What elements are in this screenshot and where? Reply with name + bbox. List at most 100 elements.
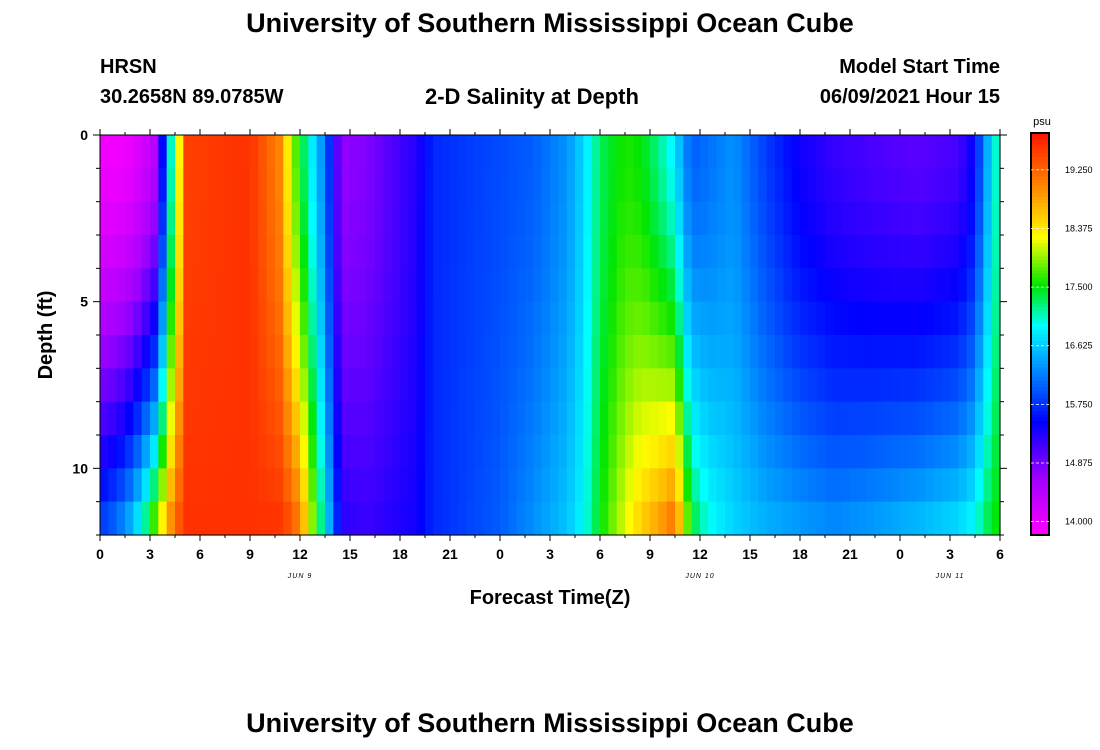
heatmap-cell <box>800 368 809 403</box>
heatmap-cell <box>175 401 184 436</box>
heatmap-cell <box>616 301 626 336</box>
heatmap-cell <box>233 401 243 436</box>
heatmap-cell <box>633 335 643 369</box>
heatmap-cell <box>141 301 151 336</box>
heatmap-cell <box>741 268 751 303</box>
heatmap-cell <box>716 435 726 469</box>
heatmap-cell <box>150 468 159 503</box>
heatmap-cell <box>316 435 326 469</box>
heatmap-cell <box>508 335 518 369</box>
heatmap-cell <box>158 201 168 236</box>
heatmap-cell <box>683 268 693 303</box>
heatmap-cell <box>241 368 251 403</box>
heatmap-cell <box>641 335 651 369</box>
heatmap-cell <box>725 168 734 203</box>
heatmap-cell <box>708 168 718 203</box>
colorbar-tick-label: 17.500 <box>1065 282 1093 292</box>
heatmap-cell <box>266 268 276 303</box>
heatmap-cell <box>408 435 418 469</box>
heatmap-cell <box>650 468 659 503</box>
colorbar-segment <box>1031 484 1049 489</box>
heatmap-cell <box>600 301 609 336</box>
heatmap-cell <box>133 401 143 436</box>
heatmap-cell <box>941 301 951 336</box>
heatmap-cell <box>158 501 168 536</box>
colorbar-segment <box>1031 246 1049 251</box>
heatmap-cell <box>600 501 609 536</box>
heatmap-cell <box>816 135 826 169</box>
heatmap-cell <box>983 268 993 303</box>
heatmap-cell <box>641 268 651 303</box>
heatmap-cell <box>266 168 276 203</box>
heatmap-cell <box>908 401 918 436</box>
heatmap-cell <box>416 401 426 436</box>
heatmap-cell <box>191 135 201 169</box>
heatmap-cell <box>700 368 709 403</box>
heatmap-cell <box>216 401 226 436</box>
heatmap-cell <box>766 168 776 203</box>
heatmap-cell <box>691 468 701 503</box>
colorbar-segment <box>1031 283 1049 288</box>
heatmap-cell <box>925 235 934 269</box>
heatmap-cell <box>750 201 759 236</box>
heatmap-cell <box>758 401 768 436</box>
heatmap-cell <box>891 235 901 269</box>
heatmap-cell <box>908 335 918 369</box>
heatmap-cell <box>800 435 809 469</box>
heatmap-cell <box>725 301 734 336</box>
heatmap-cell <box>125 468 134 503</box>
heatmap-cell <box>116 268 126 303</box>
heatmap-cell <box>125 335 134 369</box>
heatmap-cell <box>350 268 359 303</box>
heatmap-cell <box>208 268 218 303</box>
heatmap-cell <box>566 368 576 403</box>
heatmap-cell <box>366 301 376 336</box>
heatmap-cell <box>725 201 734 236</box>
heatmap-cell <box>916 468 926 503</box>
heatmap-cell <box>408 301 418 336</box>
colorbar-segment <box>1031 394 1049 399</box>
heatmap-cell <box>741 335 751 369</box>
heatmap-cell <box>841 435 851 469</box>
heatmap-cell <box>916 368 926 403</box>
heatmap-cell <box>833 401 843 436</box>
colorbar-segment <box>1031 273 1049 278</box>
colorbar-segment <box>1031 290 1049 295</box>
heatmap-cell <box>783 268 793 303</box>
model-start-label: Model Start Time <box>839 56 1000 78</box>
heatmap-cell <box>941 401 951 436</box>
heatmap-cell <box>950 135 959 169</box>
colorbar-segment <box>1031 310 1049 315</box>
heatmap-cell <box>600 235 609 269</box>
heatmap-cell <box>725 368 734 403</box>
heatmap-cell <box>891 435 901 469</box>
heatmap-cell <box>991 401 1001 436</box>
heatmap-cell <box>116 201 126 236</box>
heatmap-cell <box>908 468 918 503</box>
heatmap-cell <box>633 168 643 203</box>
heatmap-cell <box>350 368 359 403</box>
heatmap-cell <box>341 501 351 536</box>
heatmap-cell <box>258 168 268 203</box>
heatmap-cell <box>841 168 851 203</box>
heatmap-cell <box>591 435 601 469</box>
date-label: JUN 11 <box>935 573 965 580</box>
heatmap-cell <box>908 135 918 169</box>
colorbar-segment <box>1031 441 1049 446</box>
colorbar-segment <box>1031 334 1049 338</box>
heatmap-cell <box>675 468 684 503</box>
heatmap-cell <box>533 368 543 403</box>
colorbar-segment <box>1031 146 1049 151</box>
heatmap-cell <box>358 201 368 236</box>
colorbar-segment <box>1031 250 1049 255</box>
heatmap-cell <box>791 401 801 436</box>
heatmap-cell <box>283 401 293 436</box>
heatmap-cell <box>625 468 634 503</box>
heatmap-cell <box>666 435 676 469</box>
colorbar-segment <box>1031 139 1049 144</box>
heatmap-cell <box>725 468 734 503</box>
heatmap-cell <box>858 335 868 369</box>
heatmap-cell <box>675 335 684 369</box>
heatmap-cell <box>991 501 1001 536</box>
heatmap-cell <box>191 368 201 403</box>
